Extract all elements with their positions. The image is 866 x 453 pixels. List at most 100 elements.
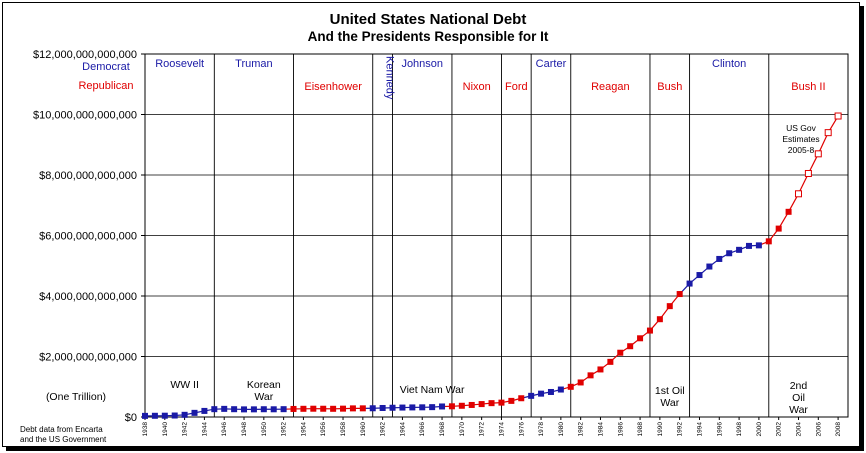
president-label-ford: Ford (505, 81, 528, 93)
source-note-line-2: and the US Government (20, 435, 107, 444)
data-point-1949 (250, 406, 257, 413)
y-tick-label-1: $2,000,000,000,000 (39, 352, 137, 364)
x-tick-label-11: 1960 (360, 422, 367, 437)
data-point-1981 (567, 383, 574, 390)
x-tick-label-19: 1976 (518, 422, 525, 437)
data-point-1947 (231, 406, 238, 413)
data-point-1969 (448, 403, 455, 410)
annotation-0-line-0: WW II (170, 379, 199, 391)
data-point-2003 (785, 208, 792, 215)
chart-subtitle: And the Presidents Responsible for It (308, 29, 549, 44)
x-tick-label-2: 1942 (182, 422, 189, 437)
data-point-1994 (696, 272, 703, 279)
data-point-2008 (834, 112, 842, 120)
x-tick-label-10: 1958 (340, 422, 347, 437)
annotation-2-line-0: Viet Nam War (400, 384, 465, 396)
annotation-4-line-2: War (789, 404, 808, 416)
y-axis-ticks: $0 $2,000,000,000,000 $4,000,000,000,000 $6… (33, 49, 145, 424)
president-labels: Roosevelt Truman Eisenhower Kennedy Johnson N… (155, 56, 825, 100)
x-tick-label-28: 1994 (696, 422, 703, 437)
x-tick-label-26: 1990 (657, 422, 664, 437)
president-label-kennedy: Kennedy (384, 56, 396, 100)
data-point-1998 (736, 246, 743, 253)
data-point-1975 (508, 397, 515, 404)
data-point-1956 (320, 405, 327, 412)
data-point-1944 (201, 407, 208, 414)
data-point-1985 (607, 358, 614, 365)
data-point-1953 (290, 405, 297, 412)
president-label-roosevelt: Roosevelt (155, 58, 204, 70)
source-note-line-1: Debt data from Encarta (20, 425, 103, 434)
data-point-1946 (221, 405, 228, 412)
data-point-1965 (409, 404, 416, 411)
data-point-1941 (171, 412, 178, 419)
estimate-note-line-3: 2005-8 (788, 145, 815, 155)
annotation-3-line-1: War (660, 397, 679, 409)
annotation-1-line-1: War (254, 391, 273, 403)
data-point-1955 (310, 405, 317, 412)
x-tick-label-21: 1980 (558, 422, 565, 437)
data-point-1974 (498, 399, 505, 406)
data-point-1968 (439, 403, 446, 410)
x-tick-label-27: 1992 (677, 422, 684, 437)
data-point-1964 (399, 404, 406, 411)
data-point-1997 (726, 250, 733, 257)
data-point-2006 (814, 150, 822, 158)
x-tick-label-6: 1950 (261, 422, 268, 437)
y-tick-label-6: $12,000,000,000,000 (33, 49, 137, 61)
data-point-1954 (300, 405, 307, 412)
data-point-1989 (646, 327, 653, 334)
president-label-eisenhower: Eisenhower (304, 81, 362, 93)
x-tick-label-31: 2000 (756, 422, 763, 437)
data-point-1986 (617, 349, 624, 356)
x-tick-label-29: 1996 (716, 422, 723, 437)
data-point-1945 (211, 406, 218, 413)
series-segment-2006 (817, 132, 829, 155)
data-point-1961 (369, 405, 376, 412)
x-tick-label-13: 1964 (399, 422, 406, 437)
data-point-1972 (478, 401, 485, 408)
data-point-1957 (330, 405, 337, 412)
data-point-1959 (349, 405, 356, 412)
annotation-3-line-0: 1st Oil (655, 385, 685, 397)
annotation-1-line-0: Korean (247, 379, 281, 391)
data-point-1963 (389, 404, 396, 411)
x-tick-label-1: 1940 (162, 422, 169, 437)
president-label-nixon: Nixon (463, 81, 491, 93)
y-tick-label-3: $6,000,000,000,000 (39, 231, 137, 243)
data-point-1999 (745, 242, 752, 249)
data-point-1973 (488, 400, 495, 407)
data-point-1971 (468, 401, 475, 408)
data-point-1979 (547, 388, 554, 395)
data-point-1976 (518, 395, 525, 402)
x-axis-ticks: 1938 1940 1942 1944 1946 1948 1950 1952 1954 1956… (142, 417, 842, 436)
y-tick-label-2: $4,000,000,000,000 (39, 291, 137, 303)
x-tick-label-33: 2004 (795, 422, 802, 437)
data-point-2001 (765, 238, 772, 245)
data-point-1984 (597, 366, 604, 373)
x-tick-label-4: 1946 (221, 422, 228, 437)
data-point-1995 (706, 263, 713, 270)
x-tick-label-9: 1956 (320, 422, 327, 437)
data-point-1950 (260, 406, 267, 413)
estimate-note-line-1: US Gov (786, 123, 817, 133)
president-dividers (213, 54, 770, 417)
data-point-1951 (270, 406, 277, 413)
x-tick-label-22: 1982 (578, 422, 585, 437)
data-point-1943 (191, 409, 198, 416)
data-point-2002 (775, 225, 782, 232)
estimate-note-line-2: Estimates (782, 134, 819, 144)
x-tick-label-12: 1962 (380, 422, 387, 437)
data-point-1987 (627, 343, 634, 350)
x-tick-label-32: 2002 (776, 422, 783, 437)
x-tick-label-30: 1998 (736, 422, 743, 437)
one-trillion-note: (One Trillion) (46, 391, 106, 403)
x-tick-label-17: 1972 (479, 422, 486, 437)
president-label-bush-ii: Bush II (791, 81, 825, 93)
data-point-2004 (794, 190, 802, 198)
president-label-bush: Bush (657, 81, 682, 93)
data-point-1983 (587, 372, 594, 379)
y-tick-label-0: $0 (125, 412, 137, 424)
